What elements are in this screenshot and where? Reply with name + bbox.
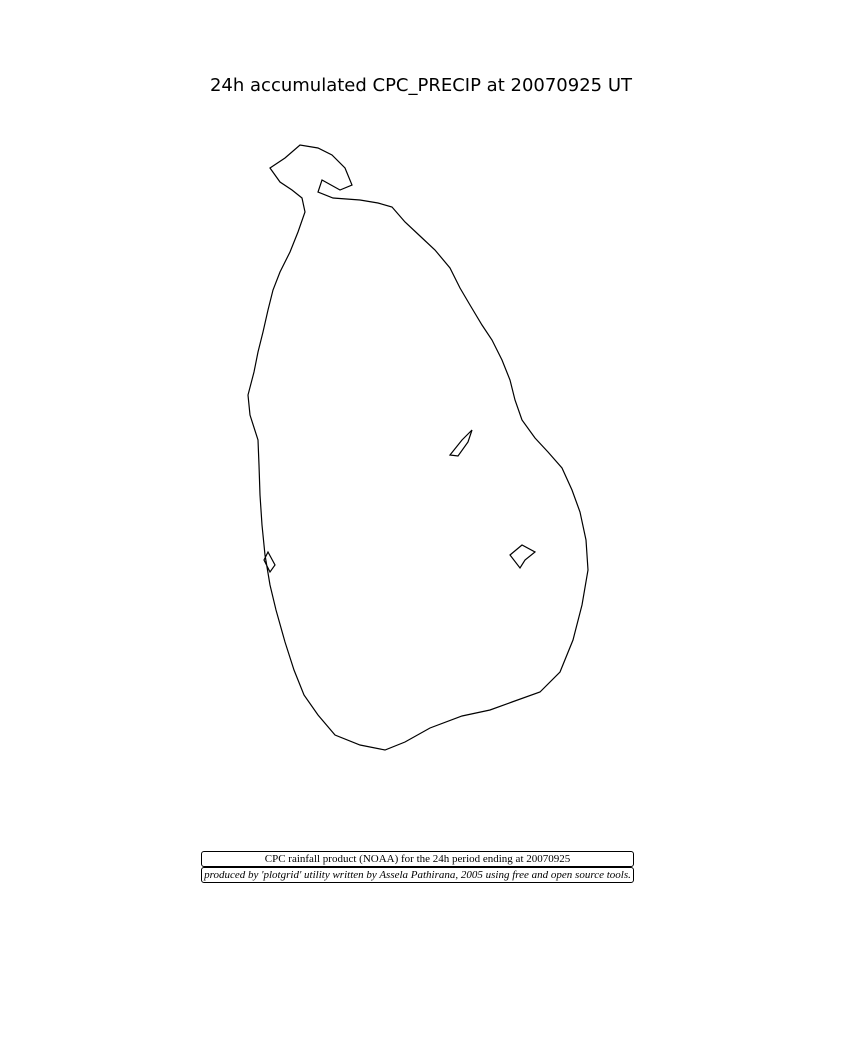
- map: 24h accumulated CPC_PRECIP at 20070925 U…: [210, 75, 633, 751]
- coastline: [247, 144, 589, 751]
- map-title: 24h accumulated CPC_PRECIP at 20070925 U…: [210, 75, 633, 96]
- info-line-1: CPC rainfall product (NOAA) for the 24h …: [201, 851, 634, 867]
- info-line-2: produced by 'plotgrid' utility written b…: [201, 867, 634, 883]
